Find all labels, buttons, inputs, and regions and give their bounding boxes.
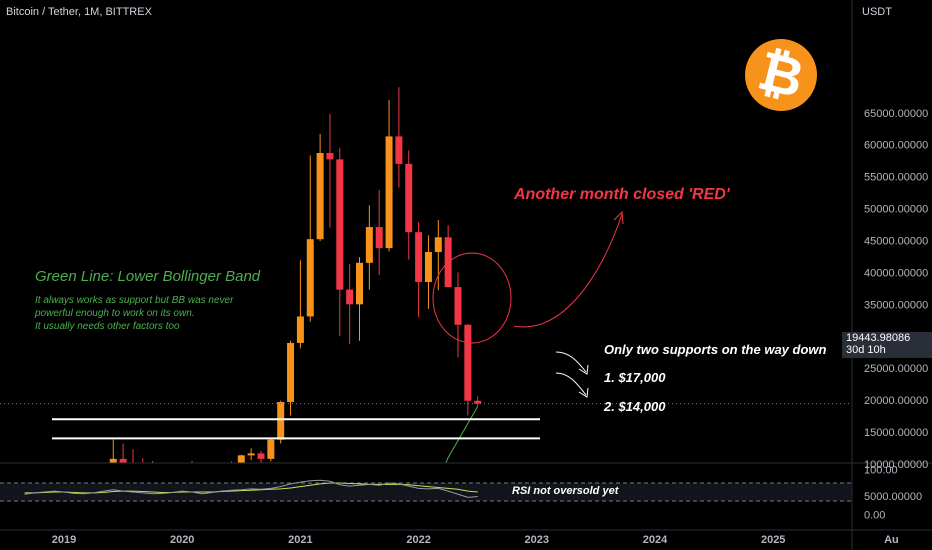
support-1-label: 1. $17,000 <box>604 370 666 385</box>
rsi-annotation: RSI not oversold yet <box>512 485 619 497</box>
lower-bollinger-band-line <box>445 406 479 463</box>
y-tick-label: 15000.00000 <box>864 427 928 439</box>
candle-body <box>385 136 393 249</box>
candle-body <box>149 469 156 474</box>
candle-body <box>169 480 176 482</box>
candle-body <box>80 502 87 504</box>
candle-body <box>129 463 136 466</box>
candle-body <box>434 237 442 252</box>
candle-body <box>375 227 383 249</box>
x-tick-label: 2021 <box>288 534 312 546</box>
candle-body <box>237 455 245 463</box>
y-tick-label: 25000.00000 <box>864 363 928 375</box>
candle-body <box>179 468 186 482</box>
bb-note-1: It always works as support but BB was ne… <box>35 295 234 306</box>
candle-body <box>474 400 482 404</box>
y-tick-label: 10000.00000 <box>864 459 928 471</box>
currency-label: USDT <box>862 6 892 18</box>
candle-body <box>159 469 166 479</box>
candle-body <box>424 251 432 282</box>
highlight-circle <box>432 252 512 344</box>
rsi-band-fill <box>0 483 852 501</box>
support-2-label: 2. $14,000 <box>604 399 666 414</box>
candle-body <box>306 239 314 317</box>
bb-title: Green Line: Lower Bollinger Band <box>35 268 261 285</box>
support-1-arrow-head <box>578 364 589 375</box>
red-close-annotation: Another month closed 'RED' <box>514 186 730 203</box>
rsi-tick-label: 100.00 <box>864 465 898 477</box>
candle-body <box>454 287 462 325</box>
rsi-line <box>24 479 478 498</box>
candle-body <box>247 453 255 456</box>
x-tick-label: 2024 <box>643 534 668 546</box>
y-tick-label: 60000.00000 <box>864 140 928 152</box>
x-tick-label: 2023 <box>525 534 549 546</box>
candle-body <box>395 136 403 164</box>
support-2-arrow-head <box>578 387 589 398</box>
x-tick-label: 2019 <box>52 534 76 546</box>
x-tick-label: 2020 <box>170 534 194 546</box>
red-curved-arrow <box>513 213 623 328</box>
candle-body <box>228 467 235 469</box>
candle-body <box>415 232 423 282</box>
y-tick-label: 65000.00000 <box>864 108 928 120</box>
last-price-label: 19443.98086 30d 10h <box>842 332 932 358</box>
y-tick-label: 55000.00000 <box>864 172 928 184</box>
y-tick-label: 35000.00000 <box>864 299 928 311</box>
candle-body <box>257 453 265 459</box>
candle-body <box>139 467 146 475</box>
candle-body <box>287 342 295 403</box>
y-tick-label: 20000.00000 <box>864 395 928 407</box>
candle-body <box>336 159 344 290</box>
candle-body <box>316 153 324 240</box>
candle-body <box>51 502 58 504</box>
y-tick-label: 40000.00000 <box>864 267 928 279</box>
candle-body <box>405 163 413 233</box>
supports-title: Only two supports on the way down <box>604 342 827 357</box>
red-arrow-head <box>613 210 624 225</box>
bar-countdown: 30d 10h <box>846 344 886 356</box>
candle-body <box>218 467 225 472</box>
x-tick-label: 2022 <box>406 534 430 546</box>
candle-body <box>296 316 304 343</box>
x-tick-label: Au <box>884 534 899 546</box>
y-tick-label: 5000.00000 <box>864 491 922 503</box>
candle-body <box>464 324 472 401</box>
bb-note-2: powerful enough to work on its own. <box>35 308 195 319</box>
candle-body <box>365 227 373 263</box>
candle-body <box>70 504 77 506</box>
x-tick-label: 2025 <box>761 534 785 546</box>
candle-body <box>189 468 196 473</box>
candle-body <box>326 153 334 160</box>
last-price-value: 19443.98086 <box>846 332 911 344</box>
bb-note-3: It usually needs other factors too <box>35 321 180 332</box>
rsi-tick-label: 0.00 <box>864 510 885 522</box>
support-1-arrow <box>555 351 587 373</box>
y-tick-label: 45000.00000 <box>864 235 928 247</box>
candle-body <box>109 458 117 463</box>
candle-body <box>277 402 285 440</box>
support-2-arrow <box>555 372 587 396</box>
candle-body <box>346 289 354 305</box>
candle-body <box>61 504 68 506</box>
symbol-title: Bitcoin / Tether, 1M, BITTREX <box>6 6 152 18</box>
candle-body <box>356 262 363 305</box>
candle-body <box>119 458 127 463</box>
candle-body <box>267 439 275 459</box>
y-tick-label: 50000.00000 <box>864 204 928 216</box>
